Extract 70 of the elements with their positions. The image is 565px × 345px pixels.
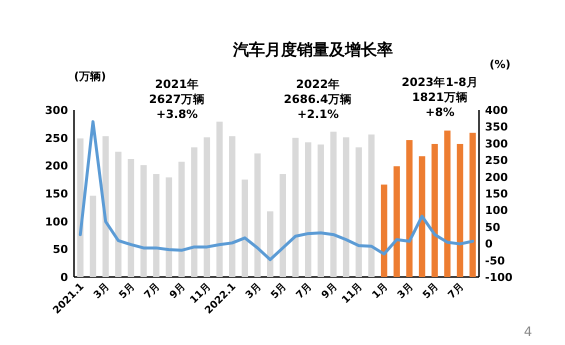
y2-tick-label: 150 — [485, 188, 508, 200]
y2-tick-label: 350 — [485, 120, 508, 134]
bar — [356, 147, 362, 277]
x-tick-label: 9月 — [320, 281, 340, 302]
bar — [406, 140, 413, 277]
y2-axis-title: (%) — [489, 58, 511, 71]
bar — [394, 166, 400, 277]
x-tick-label: 7月 — [142, 281, 162, 302]
y2-tick-label: 50 — [485, 220, 501, 234]
bar — [342, 137, 350, 277]
bar — [444, 130, 451, 277]
y-tick-label: 150 — [45, 188, 68, 200]
x-tick-label: 3月 — [92, 281, 112, 302]
x-tick-label: 7月 — [446, 281, 466, 302]
y2-tick-label: 300 — [485, 137, 508, 150]
annotation: 2021年 2627万辆 +3.8% — [148, 77, 206, 121]
bar — [242, 180, 248, 277]
line-series — [78, 120, 474, 262]
x-tick-label: 5月 — [421, 281, 441, 302]
bar — [470, 132, 476, 277]
x-tick-label: 1月 — [370, 281, 390, 302]
y-tick-label: 100 — [45, 215, 68, 228]
bar — [318, 144, 324, 277]
x-tick-label: 9月 — [168, 281, 188, 302]
y-tick-label: 0 — [60, 271, 68, 284]
bar — [330, 132, 337, 277]
bar — [204, 137, 210, 277]
bar — [267, 211, 274, 277]
text: 4 — [524, 325, 532, 340]
bar — [456, 144, 464, 277]
bar — [304, 142, 312, 277]
y-tick-label: 200 — [45, 160, 68, 173]
bar — [216, 122, 223, 277]
y-tick-label: 250 — [45, 132, 68, 145]
y2-tick-label: 250 — [485, 154, 508, 168]
bar — [368, 134, 375, 277]
bar — [254, 153, 261, 277]
x-tick-label: 5月 — [117, 281, 138, 302]
y2-tick-label: 0 — [485, 238, 493, 251]
bar — [418, 156, 426, 277]
bar — [128, 158, 134, 277]
x-tick-label: 7月 — [294, 281, 314, 302]
y2-tick-label: -100 — [485, 271, 513, 284]
y-tick-label: 50 — [52, 243, 68, 256]
bar — [280, 174, 286, 277]
bar — [432, 144, 438, 277]
y2-tick-label: 400 — [485, 104, 508, 117]
x-tick-label: 3月 — [244, 281, 264, 302]
bar — [166, 177, 172, 277]
annotation: 2022年 2686.4万辆 +2.1% — [284, 77, 352, 121]
y-tick-label: 300 — [45, 104, 68, 117]
x-tick-label: 3月 — [396, 281, 416, 302]
annotation: 2023年1-8月 1821万辆 +8% — [402, 75, 478, 119]
x-tick-label: 5月 — [269, 281, 289, 302]
bar — [292, 138, 299, 277]
bar — [178, 162, 185, 277]
bar — [90, 196, 96, 277]
y2-tick-label: 100 — [485, 204, 508, 218]
bar — [140, 165, 147, 277]
bar — [115, 152, 122, 277]
y-axis-title: (万辆) — [74, 70, 106, 83]
y2-tick-label: -50 — [485, 254, 506, 268]
bar — [153, 174, 160, 277]
bar — [77, 138, 84, 277]
bar — [229, 136, 236, 277]
bar — [191, 147, 198, 277]
chart-title: 汽车月度销量及增长率 — [232, 40, 393, 59]
bar — [380, 184, 388, 277]
x-tick-label: 11月 — [340, 281, 365, 306]
y2-tick-label: 200 — [485, 170, 508, 184]
